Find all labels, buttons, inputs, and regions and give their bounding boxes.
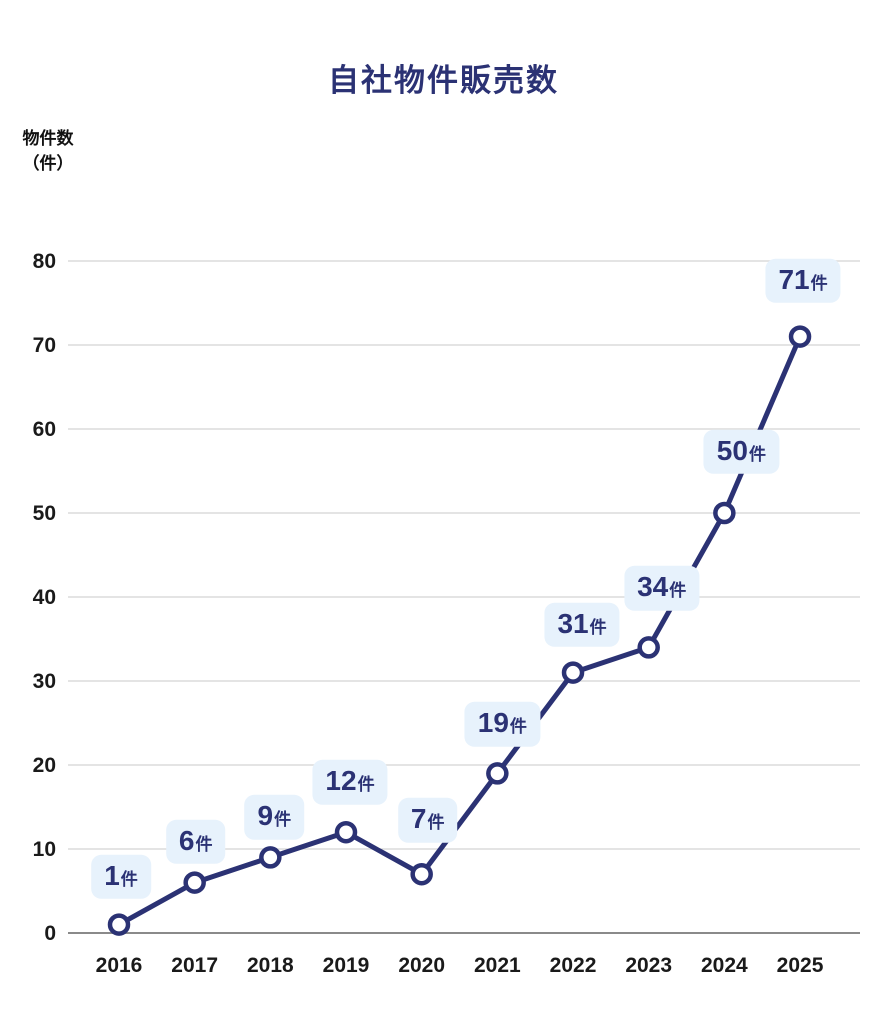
data-point-marker-2016 bbox=[107, 913, 131, 936]
x-tick-label: 2024 bbox=[701, 954, 748, 977]
y-axis-unit-label: 物件数 （件） bbox=[4, 126, 92, 176]
x-tick-label: 2022 bbox=[550, 954, 597, 977]
y-tick-label: 60 bbox=[33, 418, 56, 441]
y-axis-unit-line1: 物件数 bbox=[22, 129, 74, 148]
x-tick-label: 2021 bbox=[474, 954, 521, 977]
y-axis-unit-line2: （件） bbox=[22, 154, 74, 173]
x-tick-label: 2017 bbox=[171, 954, 218, 977]
series-line bbox=[117, 335, 803, 927]
y-tick-label: 0 bbox=[44, 922, 56, 945]
y-tick-label: 80 bbox=[33, 250, 56, 273]
x-tick-label: 2016 bbox=[96, 954, 143, 977]
data-point-marker-2025 bbox=[788, 325, 812, 348]
data-point-marker-2018 bbox=[259, 846, 282, 869]
data-point-marker-2023 bbox=[637, 636, 660, 659]
data-point-marker-2024 bbox=[713, 501, 736, 525]
y-tick-label: 10 bbox=[33, 838, 56, 861]
data-point-marker-2022 bbox=[561, 661, 585, 684]
data-point-marker-2017 bbox=[183, 871, 206, 894]
data-point-marker-2019 bbox=[334, 820, 358, 844]
x-tick-label: 2019 bbox=[323, 954, 370, 977]
y-tick-label: 20 bbox=[33, 754, 56, 777]
x-tick-label: 2018 bbox=[247, 954, 294, 977]
data-point-marker-2021 bbox=[486, 762, 509, 785]
y-tick-label: 30 bbox=[33, 670, 56, 693]
y-tick-label: 70 bbox=[33, 334, 56, 357]
x-tick-label: 2025 bbox=[777, 954, 824, 977]
x-tick-label: 2023 bbox=[625, 954, 672, 977]
data-point-marker-2020 bbox=[410, 862, 433, 886]
y-tick-label: 50 bbox=[33, 502, 56, 525]
x-tick-label: 2020 bbox=[398, 954, 445, 977]
y-tick-label: 40 bbox=[33, 586, 56, 609]
chart-title: 自社物件販売数 bbox=[328, 63, 559, 98]
